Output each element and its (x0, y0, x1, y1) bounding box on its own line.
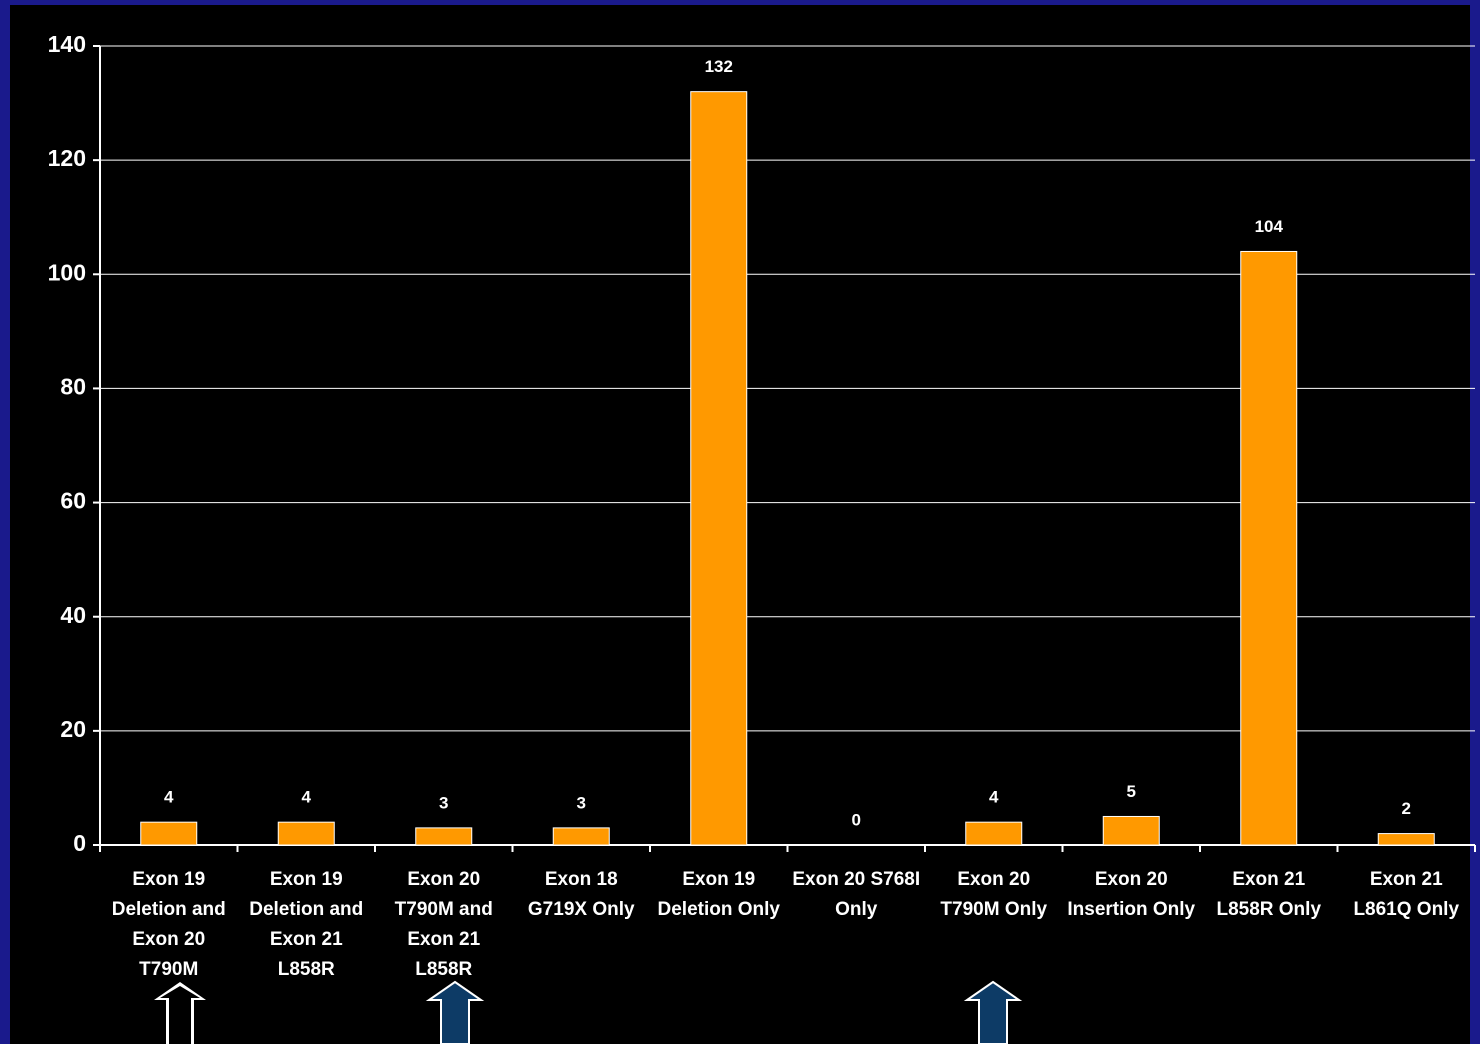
bar (965, 821, 1023, 846)
x-tick-label: Exon 18 G719X Only (528, 869, 635, 920)
arrow (154, 982, 206, 1044)
value-label: 0 (852, 810, 861, 829)
bar (1102, 815, 1160, 846)
value-label: 4 (302, 788, 312, 807)
y-tick-label: 20 (60, 716, 86, 742)
x-tick-label: Exon 20 T790M Only (940, 869, 1047, 920)
bar (277, 821, 335, 846)
value-label: 3 (439, 793, 448, 812)
y-tick-label: 40 (60, 602, 86, 628)
bar (552, 827, 610, 846)
y-tick-label: 100 (48, 259, 86, 285)
value-label: 3 (577, 793, 586, 812)
y-tick-label: 140 (48, 31, 86, 57)
x-tick-label: Exon 20 S768I Only (792, 869, 920, 920)
arrow (963, 980, 1023, 1044)
value-label: 5 (1127, 782, 1136, 801)
y-tick-label: 60 (60, 488, 86, 514)
value-label: 4 (164, 788, 174, 807)
bar (415, 827, 473, 846)
y-tick-label: 120 (48, 145, 86, 171)
x-tick-label: Exon 20 Insertion Only (1067, 869, 1195, 920)
y-tick-label: 80 (60, 374, 86, 400)
x-tick-label: Exon 19 Deletion and Exon 21 L858R (249, 869, 363, 980)
bar (690, 91, 748, 846)
x-tick-label: Exon 19 Deletion Only (658, 869, 781, 920)
arrow (425, 980, 485, 1044)
bar (1240, 250, 1298, 846)
x-tick-label: Exon 21 L861Q Only (1353, 869, 1459, 920)
bar (1377, 833, 1435, 846)
value-label: 132 (705, 57, 733, 76)
value-label: 2 (1402, 799, 1411, 818)
bar (140, 821, 198, 846)
x-tick-label: Exon 20 T790M and Exon 21 L858R (395, 869, 493, 980)
x-tick-label: Exon 19 Deletion and Exon 20 T790M (112, 869, 226, 980)
value-label: 104 (1255, 217, 1284, 236)
x-tick-label: Exon 21 L858R Only (1216, 869, 1321, 920)
y-tick-label: 0 (73, 830, 86, 856)
value-label: 4 (989, 788, 999, 807)
